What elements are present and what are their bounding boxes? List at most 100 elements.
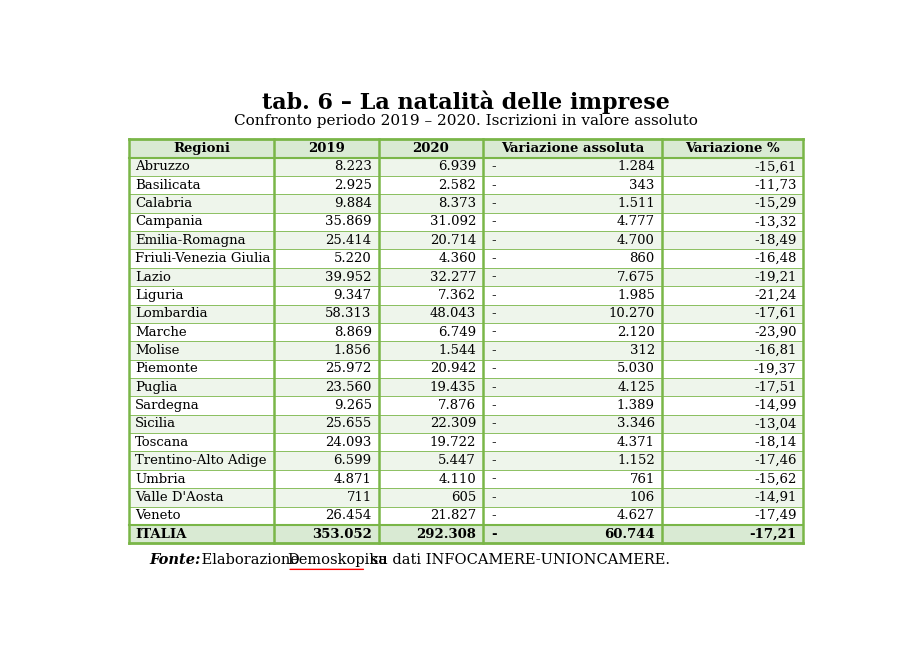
Bar (129, 305, 804, 323)
Text: 48.043: 48.043 (430, 307, 476, 320)
Text: -: - (491, 307, 496, 320)
Text: 8.869: 8.869 (334, 326, 371, 339)
Text: 4.627: 4.627 (617, 509, 655, 522)
Text: 24.093: 24.093 (325, 436, 371, 449)
Bar (129, 195, 804, 213)
Text: 10.270: 10.270 (609, 307, 655, 320)
Text: -: - (491, 473, 496, 486)
Bar (129, 286, 804, 305)
Text: 26.454: 26.454 (326, 509, 371, 522)
Text: -: - (491, 436, 496, 449)
Text: 22.309: 22.309 (430, 417, 476, 430)
Text: Trentino-Alto Adige: Trentino-Alto Adige (135, 454, 267, 467)
Text: Piemonte: Piemonte (135, 363, 197, 376)
Text: -: - (491, 527, 498, 540)
Text: 2.582: 2.582 (439, 178, 476, 191)
Text: -15,29: -15,29 (754, 197, 796, 210)
Text: 4.700: 4.700 (617, 234, 655, 247)
Text: -15,62: -15,62 (754, 473, 796, 486)
Text: 1.152: 1.152 (617, 454, 655, 467)
Text: -17,61: -17,61 (753, 307, 796, 320)
Bar (129, 452, 804, 470)
Text: -14,99: -14,99 (753, 399, 796, 412)
Bar (129, 415, 804, 433)
Text: 8.223: 8.223 (334, 160, 371, 173)
Text: Calabria: Calabria (135, 197, 192, 210)
Text: -18,14: -18,14 (754, 436, 796, 449)
Text: -: - (491, 381, 496, 394)
Text: -: - (491, 509, 496, 522)
Text: Lombardia: Lombardia (135, 307, 207, 320)
Text: -16,48: -16,48 (754, 252, 796, 265)
Text: 1.544: 1.544 (439, 344, 476, 357)
Text: 19.722: 19.722 (430, 436, 476, 449)
Text: 292.308: 292.308 (416, 527, 476, 540)
Text: Demoskopika: Demoskopika (288, 553, 388, 567)
Text: Toscana: Toscana (135, 436, 189, 449)
Text: -: - (491, 399, 496, 412)
Text: su dati INFOCAMERE-UNIONCAMERE.: su dati INFOCAMERE-UNIONCAMERE. (366, 553, 671, 567)
Text: -: - (491, 234, 496, 247)
Text: 4.871: 4.871 (334, 473, 371, 486)
Text: 6.939: 6.939 (438, 160, 476, 173)
Text: 32.277: 32.277 (430, 271, 476, 283)
Text: -21,24: -21,24 (754, 289, 796, 302)
Text: Valle D'Aosta: Valle D'Aosta (135, 491, 224, 504)
Bar (129, 396, 804, 415)
Text: Confronto periodo 2019 – 2020. Iscrizioni in valore assoluto: Confronto periodo 2019 – 2020. Iscrizion… (235, 114, 698, 128)
Text: 2.120: 2.120 (617, 326, 655, 339)
Text: 353.052: 353.052 (312, 527, 371, 540)
Text: 58.313: 58.313 (325, 307, 371, 320)
Text: -17,46: -17,46 (753, 454, 796, 467)
Text: 60.744: 60.744 (604, 527, 655, 540)
Text: 7.876: 7.876 (438, 399, 476, 412)
Text: -19,21: -19,21 (754, 271, 796, 283)
Text: 20.714: 20.714 (430, 234, 476, 247)
Text: 4.360: 4.360 (439, 252, 476, 265)
Text: Campania: Campania (135, 215, 203, 229)
Text: 25.972: 25.972 (325, 363, 371, 376)
Text: 605: 605 (451, 491, 476, 504)
Text: 39.952: 39.952 (325, 271, 371, 283)
Text: 711: 711 (347, 491, 371, 504)
Text: Puglia: Puglia (135, 381, 177, 394)
Text: -17,51: -17,51 (754, 381, 796, 394)
Text: 2020: 2020 (412, 142, 450, 155)
Text: Marche: Marche (135, 326, 187, 339)
Text: 7.362: 7.362 (438, 289, 476, 302)
Text: 8.373: 8.373 (438, 197, 476, 210)
Bar (129, 268, 804, 286)
Text: 9.265: 9.265 (334, 399, 371, 412)
Text: 21.827: 21.827 (430, 509, 476, 522)
Bar (129, 506, 804, 525)
Text: -: - (491, 491, 496, 504)
Text: -18,49: -18,49 (754, 234, 796, 247)
Text: 25.655: 25.655 (326, 417, 371, 430)
Text: 4.371: 4.371 (617, 436, 655, 449)
Text: 7.675: 7.675 (617, 271, 655, 283)
Text: 3.346: 3.346 (617, 417, 655, 430)
Text: 1.985: 1.985 (617, 289, 655, 302)
Bar (129, 470, 804, 488)
Text: Liguria: Liguria (135, 289, 184, 302)
Bar (129, 359, 804, 378)
Text: 9.347: 9.347 (334, 289, 371, 302)
Text: Variazione assoluta: Variazione assoluta (501, 142, 644, 155)
Text: 20.942: 20.942 (430, 363, 476, 376)
Text: -: - (491, 160, 496, 173)
Text: -: - (491, 271, 496, 283)
Bar (129, 158, 804, 176)
Text: -13,32: -13,32 (753, 215, 796, 229)
Text: -: - (491, 344, 496, 357)
Text: -: - (491, 454, 496, 467)
Text: Lazio: Lazio (135, 271, 171, 283)
Text: -16,81: -16,81 (754, 344, 796, 357)
Bar (129, 378, 804, 396)
Text: -: - (491, 252, 496, 265)
Text: ITALIA: ITALIA (135, 527, 187, 540)
Text: Sicilia: Sicilia (135, 417, 176, 430)
Text: 31.092: 31.092 (430, 215, 476, 229)
Text: 1.856: 1.856 (334, 344, 371, 357)
Text: 1.511: 1.511 (617, 197, 655, 210)
Bar (129, 249, 804, 268)
